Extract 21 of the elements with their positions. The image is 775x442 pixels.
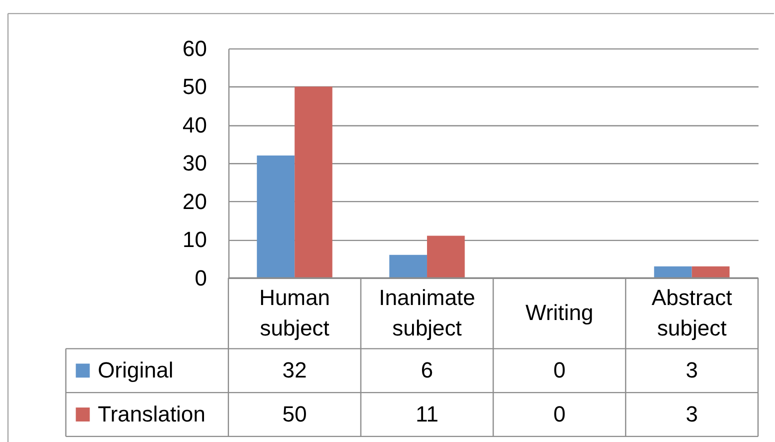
data-label: 32 [282, 358, 307, 383]
y-tick-label: 30 [182, 150, 207, 176]
y-tick-label: 40 [182, 112, 207, 138]
x-tick-label: Inanimate subject [378, 284, 476, 341]
x-tick-label: Human subject [259, 284, 330, 341]
x-tick-label: Writing [526, 300, 594, 326]
x-tick-label: Abstract subject [652, 284, 732, 341]
data-label: 3 [686, 401, 698, 426]
y-tick-label: 0 [194, 265, 207, 290]
y-tick-label: 50 [182, 74, 207, 100]
y-tick-label: 20 [182, 188, 207, 214]
data-label: 3 [686, 358, 698, 383]
y-tick-label: 60 [182, 36, 207, 61]
legend-label: Translation [98, 401, 206, 426]
data-label: 6 [420, 358, 434, 383]
data-label: 50 [282, 401, 307, 426]
y-tick-label: 10 [182, 227, 207, 252]
data-label: 0 [553, 401, 566, 426]
data-label: 11 [416, 401, 438, 426]
legend-label: Original [98, 358, 174, 383]
data-label: 0 [553, 358, 566, 383]
